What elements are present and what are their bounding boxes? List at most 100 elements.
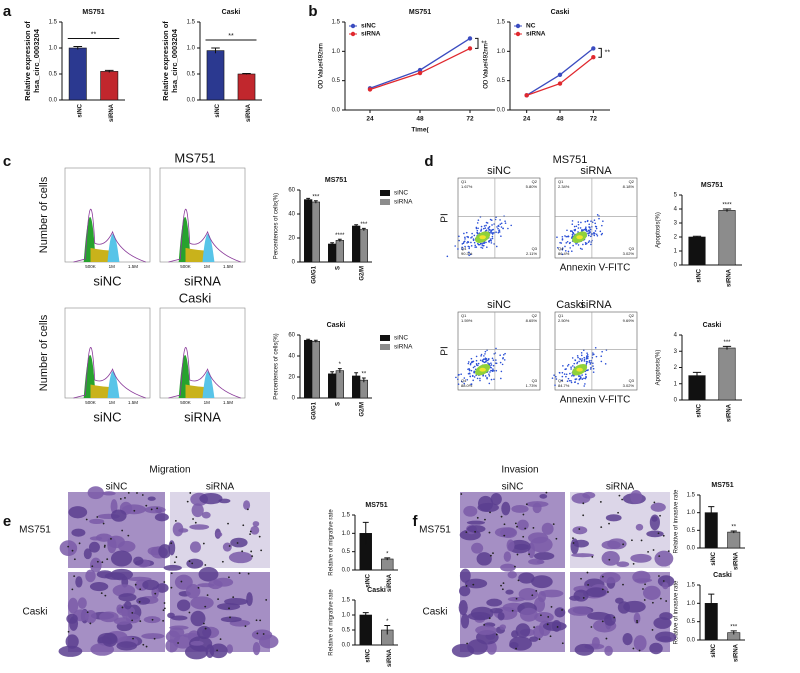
cell-cluster — [599, 572, 621, 584]
cell-cluster — [460, 613, 470, 629]
label: * — [386, 551, 389, 557]
event-dot — [585, 360, 588, 363]
pore — [206, 594, 209, 597]
cell-cluster — [458, 600, 468, 616]
event-dot — [574, 381, 576, 383]
label: 0.5 — [687, 528, 696, 534]
cell-cluster — [84, 610, 97, 624]
event-dot — [592, 362, 594, 365]
pore — [572, 537, 574, 540]
event-dot — [582, 243, 584, 246]
label: siRNA — [246, 103, 252, 122]
event-dot — [485, 241, 487, 244]
event-dot — [475, 227, 478, 230]
pore — [550, 605, 553, 608]
cell-cluster — [471, 542, 484, 554]
label: G0/G1 — [312, 265, 318, 283]
pore — [515, 597, 518, 600]
cell-cluster — [133, 556, 144, 566]
event-dot — [586, 354, 589, 356]
pore — [255, 619, 258, 622]
event-dot — [585, 242, 588, 245]
event-dot — [493, 223, 495, 225]
pore — [600, 526, 603, 529]
label: ** — [731, 525, 736, 531]
label: 500K — [85, 400, 96, 405]
event-dot — [567, 363, 570, 366]
pore — [174, 519, 177, 522]
event-dot — [461, 248, 464, 250]
pore — [124, 497, 126, 499]
pore — [153, 637, 156, 640]
label: Q2 — [532, 313, 538, 318]
cell-cluster — [172, 522, 184, 537]
pore — [632, 647, 635, 650]
event-dot — [565, 242, 568, 244]
plot-frame — [457, 177, 541, 259]
pore — [192, 518, 194, 520]
error-bar — [708, 506, 715, 519]
event-dot — [500, 235, 502, 237]
histogram-frame — [159, 167, 246, 263]
event-dot — [590, 366, 592, 369]
label: 4 — [674, 333, 678, 339]
event-dot — [560, 379, 563, 382]
pore — [652, 549, 655, 551]
histogram-outline — [73, 208, 146, 263]
event-dot — [574, 378, 577, 381]
label: 40 — [288, 354, 295, 360]
event-dot — [484, 227, 487, 229]
label: 1.0 — [332, 49, 341, 55]
error-bar — [330, 371, 335, 376]
event-dot — [565, 373, 568, 376]
event-dot — [464, 245, 466, 248]
pore — [232, 596, 235, 599]
pore — [229, 616, 231, 619]
label: **** — [335, 233, 345, 239]
event-dot — [476, 377, 479, 380]
event-dot — [463, 240, 466, 243]
event-dot — [482, 244, 485, 247]
cell-cluster — [466, 520, 486, 525]
event-dot — [487, 358, 490, 361]
label: Q1 — [461, 313, 467, 318]
pore — [472, 583, 475, 586]
pore — [228, 545, 231, 547]
label: Number of cells — [38, 176, 50, 253]
series-marker — [367, 87, 373, 92]
cell-cluster — [113, 617, 132, 625]
cell-cluster — [633, 635, 647, 652]
label: ** — [228, 33, 234, 40]
pore — [545, 491, 548, 494]
label: Relative of migrative rate — [329, 589, 335, 656]
density-core — [576, 235, 583, 240]
cell-cluster — [467, 639, 488, 655]
label: G0/G1 — [312, 401, 318, 419]
event-dot — [593, 219, 596, 221]
event-dot — [592, 233, 594, 235]
event-dot — [493, 232, 495, 234]
event-dot — [595, 233, 598, 236]
cell-cluster — [582, 491, 596, 499]
label: 0.5 — [342, 628, 351, 634]
pore — [150, 508, 153, 511]
event-dot — [571, 365, 574, 367]
cell-cluster — [616, 561, 630, 568]
cell-cluster — [66, 613, 78, 624]
event-dot — [564, 368, 567, 371]
cell-cluster — [68, 506, 88, 519]
label: siRNA — [387, 573, 393, 592]
series-marker — [557, 81, 563, 86]
pore — [89, 622, 92, 625]
pore — [662, 580, 665, 582]
cell-cluster — [116, 641, 138, 651]
event-dot — [457, 374, 460, 376]
event-dot — [600, 233, 603, 236]
error-bar — [362, 612, 369, 618]
event-dot — [470, 369, 473, 372]
event-dot — [593, 231, 595, 234]
g2-peak — [202, 233, 215, 262]
event-dot — [574, 229, 576, 231]
event-dot — [577, 221, 580, 223]
event-dot — [463, 377, 466, 379]
